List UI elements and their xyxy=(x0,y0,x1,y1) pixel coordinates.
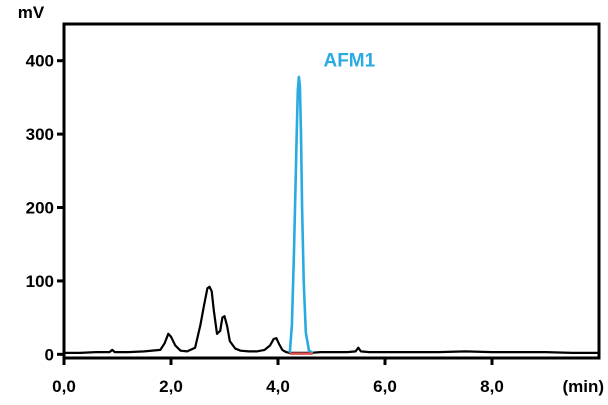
y-tick-label: 100 xyxy=(26,272,54,291)
x-tick-label: 2,0 xyxy=(159,377,183,396)
y-tick-label: 300 xyxy=(26,125,54,144)
peak-annotation: AFM1 xyxy=(323,51,375,72)
y-unit-label: mV xyxy=(18,3,45,22)
x-tick-label: 4,0 xyxy=(266,377,290,396)
series-line-0 xyxy=(64,285,599,354)
y-tick-label: 400 xyxy=(26,52,54,71)
x-tick-label: 8,0 xyxy=(480,377,504,396)
y-tick-label: 200 xyxy=(26,199,54,218)
x-tick-label: 0,0 xyxy=(52,377,76,396)
y-tick-label: 0 xyxy=(45,345,54,364)
plot-layer xyxy=(64,75,599,355)
x-tick-label: 6,0 xyxy=(373,377,397,396)
x-unit-label: (min) xyxy=(562,377,604,396)
tick-layer: 0 100 200 300 400 0,0 2,0 4,0 6,0 8,0 xyxy=(26,52,504,396)
annotation-layer: AFM1 xyxy=(323,51,375,72)
plot-frame xyxy=(62,22,601,360)
series-line-afm1 xyxy=(288,75,314,355)
